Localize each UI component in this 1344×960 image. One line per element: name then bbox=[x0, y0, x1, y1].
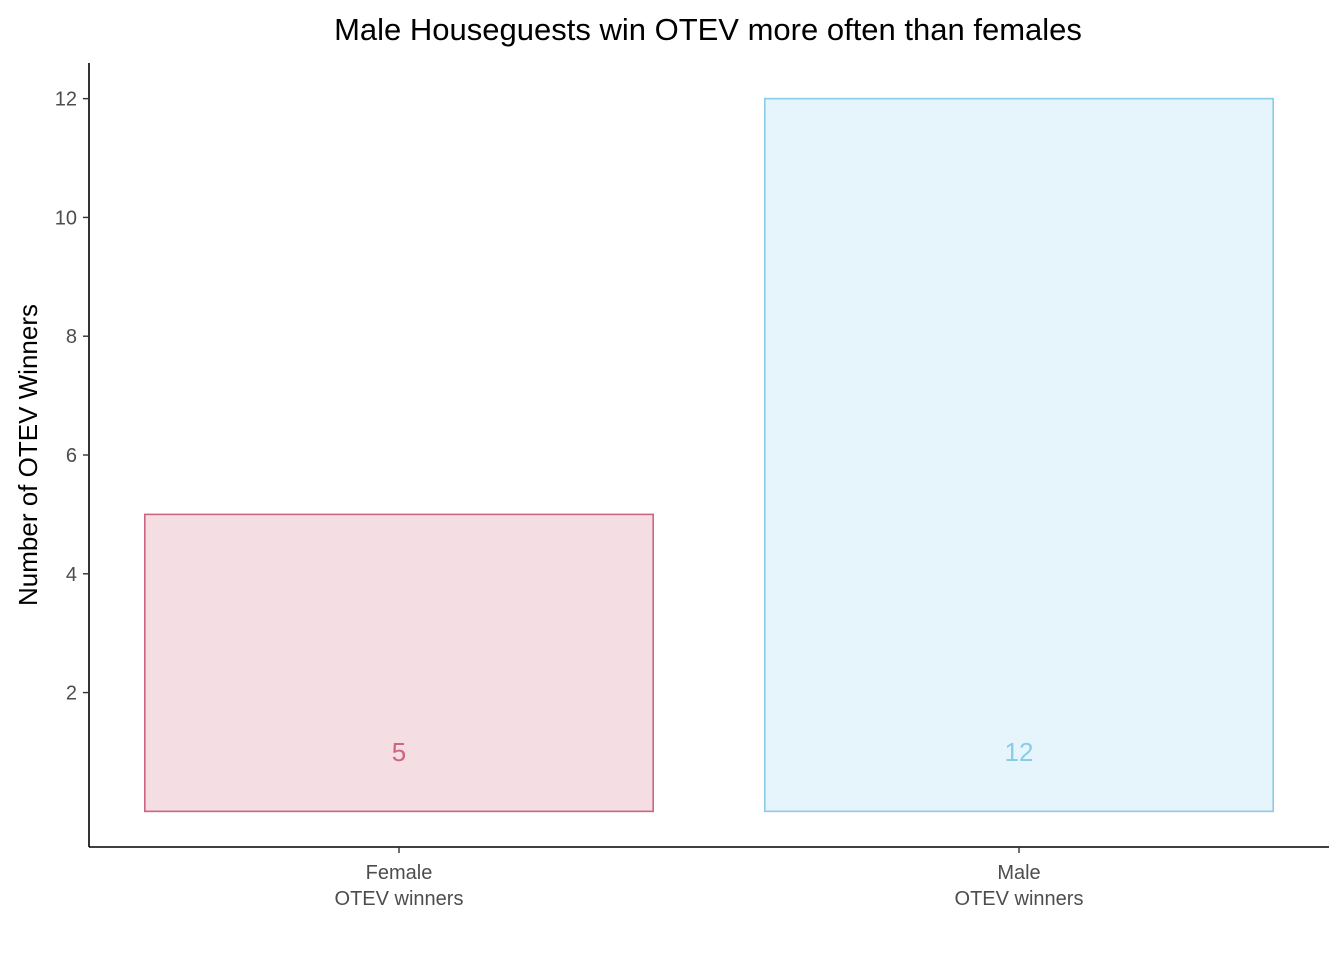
y-tick-label: 2 bbox=[66, 683, 77, 705]
bar-0 bbox=[144, 513, 654, 813]
y-tick-label: 10 bbox=[55, 207, 77, 229]
y-axis-label: Number of OTEV Winners bbox=[13, 304, 43, 606]
x-tick-label: OTEV winners bbox=[955, 888, 1084, 910]
x-tick-label: Male bbox=[997, 862, 1040, 884]
chart-title: Male Houseguests win OTEV more often tha… bbox=[334, 12, 1082, 47]
bar-value-label: 12 bbox=[1005, 737, 1034, 767]
bar-value-label: 5 bbox=[392, 737, 406, 767]
x-tick-label: Female bbox=[366, 862, 433, 884]
y-tick-label: 4 bbox=[66, 564, 77, 586]
y-tick-label: 12 bbox=[55, 89, 77, 111]
x-tick-label: OTEV winners bbox=[335, 888, 464, 910]
bar-1 bbox=[763, 97, 1274, 813]
bars-group: 5 12 bbox=[144, 97, 1274, 813]
x-axis: Female OTEV winners Male OTEV winners bbox=[89, 846, 1329, 910]
y-axis: 2 4 6 8 10 12 bbox=[55, 63, 90, 847]
y-tick-label: 6 bbox=[66, 445, 77, 467]
y-tick-label: 8 bbox=[66, 326, 77, 348]
